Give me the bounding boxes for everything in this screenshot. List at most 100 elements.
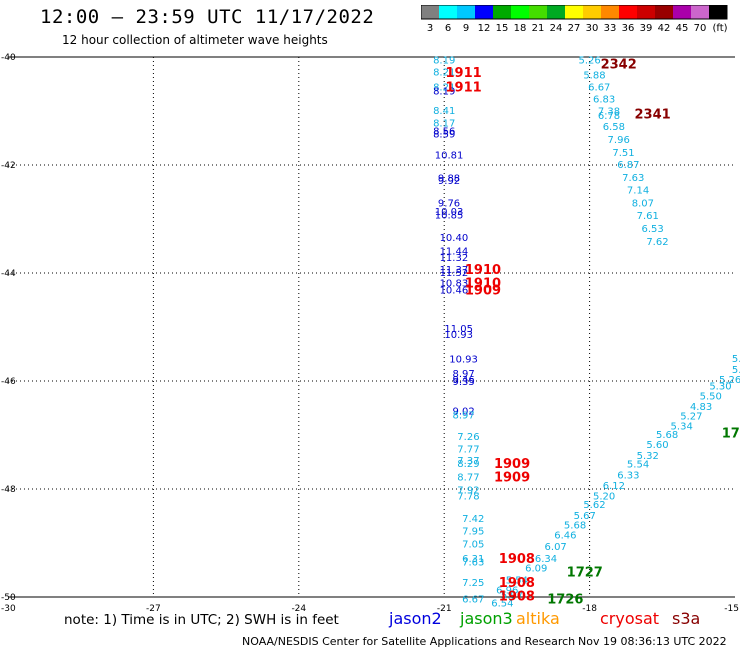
colorbar-label: 9	[463, 23, 469, 34]
pass-time-label: 1910	[465, 263, 501, 278]
colorbar-swatch	[637, 5, 655, 19]
swh-observation: 5.54	[506, 576, 528, 587]
pass-time-label: 1911	[445, 81, 481, 96]
swh-observation: 8.97	[452, 410, 474, 421]
swh-observation: 7.51	[612, 148, 634, 159]
colorbar-swatch	[655, 5, 673, 19]
swh-observation: 8.77	[457, 473, 479, 484]
pass-time-label: 1909	[494, 457, 530, 472]
colorbar-label: 27	[568, 23, 581, 34]
pass-time-label: 1726	[547, 593, 583, 608]
colorbar-swatch	[601, 5, 619, 19]
swh-observation: 8.29	[457, 459, 479, 470]
swh-observation: 6.67	[588, 83, 610, 94]
pass-time-label: 1908	[499, 552, 535, 567]
x-tick-label: -21	[437, 604, 452, 614]
swh-observation: 8.59	[433, 130, 455, 141]
pass-time-label: 1909	[465, 284, 501, 299]
colorbar-swatch	[619, 5, 637, 19]
swh-observation: 6.54	[491, 598, 513, 609]
colorbar-swatch	[709, 5, 727, 19]
swh-observation: 7.63	[622, 173, 644, 184]
swh-observation: 5.62	[583, 500, 605, 511]
swh-observation: 6.53	[641, 224, 663, 235]
swh-observation: 6.78	[598, 111, 620, 122]
pass-time-label: 2342	[601, 57, 637, 72]
swh-observation: 9.92	[438, 176, 460, 187]
swh-observation: 6.46	[554, 530, 576, 541]
swh-observation: 5.88	[583, 70, 605, 81]
swh-observation: 10.93	[449, 354, 478, 365]
swh-observation: 7.61	[637, 211, 659, 222]
colorbar-swatch	[583, 5, 601, 19]
colorbar-label: 18	[514, 23, 527, 34]
wave-height-colorbar: 3 6 9 12 15 18 21 24 27 30 33 36 39 42 45 70 (ft)	[421, 5, 728, 34]
swh-observation: 8.07	[632, 198, 654, 209]
swh-observation: 7.38	[598, 106, 620, 117]
swh-observation: 11.44	[440, 246, 469, 257]
mission-jason3: jason3	[460, 609, 513, 628]
map-subtitle: 12 hour collection of altimeter wave hei…	[62, 33, 328, 47]
swh-observation: 7.95	[462, 527, 484, 538]
colorbar-swatch	[457, 5, 475, 19]
colorbar-label: 45	[676, 23, 689, 34]
colorbar-swatch	[547, 5, 565, 19]
pass-time-label: 1728	[722, 426, 740, 441]
colorbar-swatch	[511, 5, 529, 19]
swh-observation: 7.05	[462, 540, 484, 551]
swh-observation: 9.88	[438, 173, 460, 184]
colorbar-swatch	[673, 5, 691, 19]
swh-observation: 6.67	[462, 595, 484, 606]
swh-observation: 5.34	[671, 421, 693, 432]
pass-time-label: 2341	[635, 108, 671, 123]
swh-observation: 5.27	[680, 412, 702, 423]
swh-observation: 5.97	[501, 590, 523, 601]
colorbar-swatch	[691, 5, 709, 19]
swh-observation: 8.17	[433, 118, 455, 129]
swh-observation: 5.67	[574, 511, 596, 522]
swh-observation: 6.12	[603, 481, 625, 492]
swh-observation: 8.19	[433, 86, 455, 97]
x-tick-label: -24	[291, 604, 306, 614]
y-tick-label: -46	[1, 377, 16, 387]
swh-observation: 7.42	[462, 514, 484, 525]
swh-observation: 7.25	[462, 578, 484, 589]
swh-observation: 7.14	[627, 185, 649, 196]
swh-observation: 5.30	[709, 381, 731, 392]
swh-observation: 5.68	[656, 430, 678, 441]
swh-observation: 7.63	[462, 557, 484, 568]
swh-observation: 8.97	[452, 369, 474, 380]
swh-observation: 8.41	[433, 106, 455, 117]
swh-observation: 7.96	[608, 135, 630, 146]
swh-observation: 9.02	[452, 407, 474, 418]
mission-altika: altika	[516, 609, 560, 628]
colorbar-swatch	[565, 5, 583, 19]
swh-observation: 5.32	[637, 451, 659, 462]
footer-credit: NOAA/NESDIS Center for Satellite Applica…	[242, 635, 576, 648]
swh-observation: 6.34	[535, 554, 557, 565]
swh-observation: 6.33	[617, 470, 639, 481]
swh-observation: 5.20	[593, 491, 615, 502]
colorbar-label: 24	[550, 23, 563, 34]
swh-observation: 5.60	[646, 440, 668, 451]
colorbar-border	[421, 5, 728, 20]
colorbar-label: 36	[622, 23, 635, 34]
colorbar-label: 70	[694, 23, 707, 34]
swh-observation: 9.46	[452, 375, 474, 386]
pass-time-label: 1908	[499, 576, 535, 591]
swh-observation: 5.26	[719, 375, 740, 386]
map-title: 12:00 – 23:59 UTC 11/17/2022	[40, 6, 375, 28]
colorbar-label: 21	[532, 23, 545, 34]
swh-observation: 8.21	[433, 68, 455, 79]
pass-time-label: 1727	[567, 566, 603, 581]
swh-observation: 10.83	[440, 279, 469, 290]
y-tick-label: -42	[1, 161, 16, 171]
swh-observation: 11.37	[440, 265, 469, 276]
x-tick-label: -30	[1, 604, 16, 614]
swh-observation: 10.85	[435, 211, 464, 222]
pass-time-label: 1911	[445, 66, 481, 81]
swh-observation: 5.54	[627, 460, 649, 471]
colorbar-label: 39	[640, 23, 653, 34]
colorbar-swatch	[475, 5, 493, 19]
